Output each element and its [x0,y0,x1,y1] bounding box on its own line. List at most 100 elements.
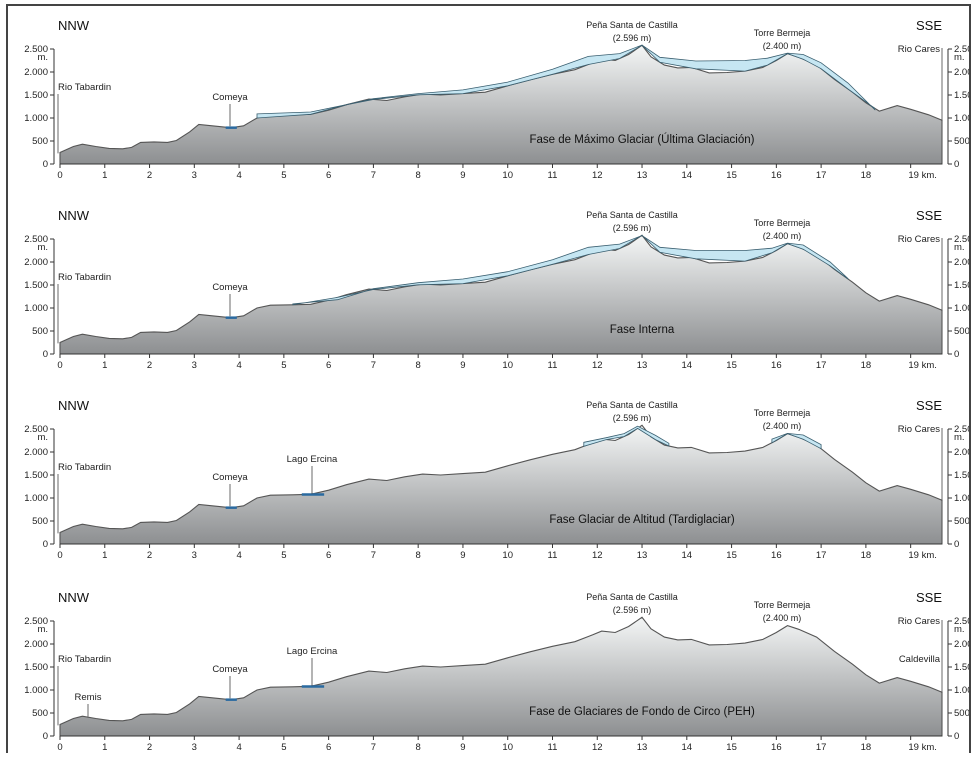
rio-tabardin-label: Rio Tabardin [58,654,111,665]
x-tick-label: 13 [637,360,648,371]
y-tick-label-right: 1.00 [954,685,969,696]
rio-cares-label: Rio Cares [898,424,940,435]
y-tick-label-right: 0 [954,539,959,550]
torre-bermeja-altitude: (2.400 m) [763,421,802,431]
pena-santa-altitude: (2.596 m) [613,605,652,615]
y-tick-unit-right: m. [954,432,965,443]
rio-tabardin-label: Rio Tabardin [58,272,111,283]
glacier-ice [292,234,849,306]
x-tick-label: 2 [147,550,152,561]
x-tick-label: 13 [637,742,648,753]
profile-figure: 0 1 2 3 4 5 6 7 8 9 10 11 12 13 14 15 16 17 18 19 km.2.500m… [24,18,972,753]
x-tick-label: 14 [682,360,693,371]
direction-nnw: NNW [58,208,90,223]
x-tick-label: 15 [726,360,737,371]
x-tick-label: 9 [460,170,465,181]
phase-caption: Fase de Glaciares de Fondo de Circo (PEH… [529,706,755,718]
y-tick-label-left: 2.500 [24,616,48,627]
x-tick-label: 7 [371,360,376,371]
x-tick-label: 5 [281,170,286,181]
x-tick-label: 16 [771,170,782,181]
rio-cares-label: Rio Cares [898,616,940,627]
x-tick-label: 10 [502,170,513,181]
x-tick-label: 17 [816,360,827,371]
rio-tabardin-label: Rio Tabardin [58,82,111,93]
torre-bermeja-altitude: (2.400 m) [763,231,802,241]
pena-santa-altitude: (2.596 m) [613,33,652,43]
x-tick-label: 0 [57,550,62,561]
pena-santa-altitude: (2.596 m) [613,413,652,423]
torre-bermeja-altitude: (2.400 m) [763,41,802,51]
x-tick-label: 9 [460,550,465,561]
y-tick-label-left: 0 [43,539,48,550]
y-tick-label-right: 500 [954,136,969,147]
y-tick-label-left: 1.500 [24,280,48,291]
caldevilla-label: Caldevilla [899,654,941,665]
y-tick-label-right: 1.50 [954,470,969,481]
y-tick-label-right: 1.50 [954,662,969,673]
phase-caption: Fase de Máximo Glaciar (Última Glaciació… [530,133,755,146]
y-tick-label-right: 1.00 [954,113,969,124]
y-tick-label-right: 2.00 [954,447,969,458]
comeya-label: Comeya [212,664,248,675]
direction-sse: SSE [916,398,942,413]
x-tick-label: 14 [682,170,693,181]
terrain-profile [59,616,943,737]
x-tick-label: 16 [771,360,782,371]
x-tick-label: 15 [726,550,737,561]
y-tick-label-left: 2.000 [24,67,48,78]
x-tick-label: 19 km. [908,550,937,561]
x-tick-label: 8 [416,550,421,561]
x-tick-label: 18 [861,742,872,753]
profile-panel: 0 1 2 3 4 5 6 7 8 9 10 11 12 13 14 15 16 17 18 19 km.2.500m… [24,398,972,561]
y-tick-unit-right: m. [954,242,965,253]
y-tick-label-right: 500 [954,516,969,527]
pena-santa-altitude: (2.596 m) [613,223,652,233]
x-tick-label: 13 [637,170,648,181]
pena-santa-label: Peña Santa de Castilla [586,400,678,410]
x-tick-label: 4 [236,550,241,561]
direction-nnw: NNW [58,590,90,605]
y-tick-label-left: 0 [43,731,48,742]
lago-ercina-label: Lago Ercina [287,454,338,465]
x-tick-label: 11 [548,170,558,181]
y-tick-unit-right: m. [954,52,965,63]
x-tick-label: 11 [548,360,558,371]
y-tick-label-left: 1.000 [24,493,48,504]
y-tick-label-left: 500 [32,326,48,337]
lago-ercina-label: Lago Ercina [287,646,338,657]
y-tick-unit-left: m. [37,52,48,63]
x-tick-label: 2 [147,742,152,753]
direction-sse: SSE [916,590,942,605]
y-tick-label-right: 500 [954,326,969,337]
x-tick-label: 0 [57,170,62,181]
x-tick-label: 10 [502,360,513,371]
y-tick-label-left: 2.500 [24,234,48,245]
x-tick-label: 9 [460,742,465,753]
x-tick-label: 15 [726,742,737,753]
profile-panel: 0 1 2 3 4 5 6 7 8 9 10 11 12 13 14 15 16 17 18 19 km.2.500m… [24,208,972,371]
x-tick-label: 2 [147,170,152,181]
remis-label: Remis [75,692,102,703]
glacier-ice [583,425,670,447]
y-tick-label-left: 2.500 [24,424,48,435]
phase-caption: Fase Glaciar de Altitud (Tardiglaciar) [549,514,735,526]
x-tick-label: 8 [416,742,421,753]
x-tick-label: 12 [592,360,603,371]
torre-bermeja-label: Torre Bermeja [754,28,811,38]
phase-caption: Fase Interna [610,324,675,336]
y-tick-label-left: 2.500 [24,44,48,55]
y-tick-label-right: 2.00 [954,257,969,268]
x-tick-label: 7 [371,742,376,753]
x-tick-label: 15 [726,170,737,181]
rio-cares-label: Rio Cares [898,44,940,55]
y-tick-label-left: 2.000 [24,447,48,458]
comeya-label: Comeya [212,92,248,103]
y-tick-label-right: 2.00 [954,67,969,78]
figure-frame: 0 1 2 3 4 5 6 7 8 9 10 11 12 13 14 15 16 17 18 19 km. 2.500 m… [6,4,973,753]
y-tick-unit-left: m. [37,432,48,443]
y-tick-label-right: 1.50 [954,90,969,101]
x-tick-label: 11 [548,550,558,561]
x-tick-label: 6 [326,170,331,181]
y-tick-label-left: 2.000 [24,639,48,650]
